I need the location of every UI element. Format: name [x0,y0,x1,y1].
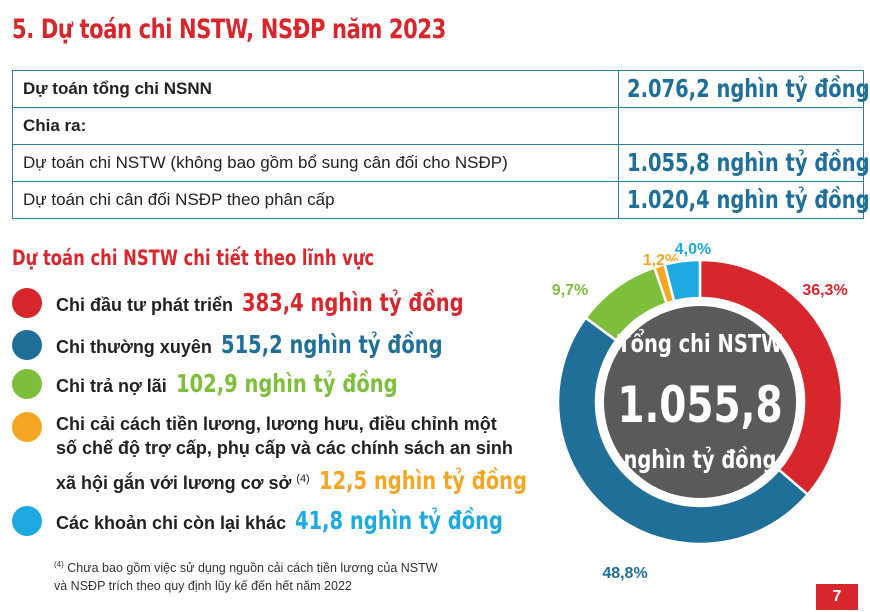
legend-dot-investment [12,288,42,318]
total-spending-label: Dự toán tổng chi NSNN [12,70,619,108]
legend-dot-recurrent [12,330,42,360]
center-text: Tổng chi NSTW [617,327,783,358]
legend-label: Các khoản chi còn lại khác [56,513,287,533]
legend-label: Chi đầu tư phát triển [56,295,234,315]
table-row: Dự toán chi NSTW (không bao gồm bổ sung … [12,144,870,182]
footnote-ref: (4) [296,473,310,485]
legend-value: 515,2 nghìn tỷ đồng [220,330,443,359]
legend-dot-interest [12,369,42,399]
slice-label: 9,7% [552,282,588,299]
legend-value: 383,4 nghìn tỷ đồng [242,288,464,317]
donut-slice [556,316,810,546]
legend-value: 41,8 nghìn tỷ đồng [295,506,504,535]
slice-label: 36,3% [802,282,847,299]
local-spending-value: 1.020,4 nghìn tỷ đồng [627,185,870,214]
summary-table: Dự toán tổng chi NSNN 2.076,2 nghìn tỷ đ… [12,70,870,219]
center-text: nghìn tỷ đồng [623,445,776,475]
center-text: 1.055,8 [617,375,782,434]
page-number: 7 [816,584,858,610]
footnote: (4) Chưa bao gồm việc sử dụng nguồn cải … [54,556,438,595]
legend-value: 102,9 nghìn tỷ đồng [175,369,398,398]
total-spending-value: 2.076,2 nghìn tỷ đồng [627,74,870,103]
legend-label: xã hội gắn với lương cơ sở [56,473,292,493]
footnote-mark: (4) [54,560,64,569]
slice-label: 48,8% [602,565,647,582]
donut-slice [698,258,844,497]
table-row: Chia ra: [12,107,864,145]
footnote-line-2: và NSĐP trích theo quy định lũy kế đến h… [54,579,352,594]
donut-center [604,306,796,498]
central-spending-value: 1.055,8 nghìn tỷ đồng [627,148,870,177]
local-spending-label: Dự toán chi cân đối NSĐP theo phân cấp [12,181,619,219]
slice-label: 4,0% [675,241,711,258]
central-spending-label: Dự toán chi NSTW (không bao gồm bổ sung … [12,144,619,182]
footnote-line-1: Chưa bao gồm việc sử dụng nguồn cải cách… [67,561,438,576]
legend-label: Chi thường xuyên [56,337,212,357]
legend-dot-other [12,506,42,536]
legend-label: số chế độ trợ cấp, phụ cấp và các chính … [56,438,513,458]
detail-title: Dự toán chi NSTW chi tiết theo lĩnh vực [12,246,375,270]
breakdown-label: Chia ra: [12,107,619,145]
donut-slice [663,258,702,303]
legend-value: 12,5 nghìn tỷ đồng [318,466,527,495]
table-row: Dự toán tổng chi NSNN 2.076,2 nghìn tỷ đ… [12,70,870,108]
donut-chart: 36,3%48,8%9,7%1,2%4,0%Tổng chi NSTW1.055… [552,241,848,582]
page-title: 5. Dự toán chi NSTW, NSĐP năm 2023 [12,14,446,45]
legend-label: Chi cải cách tiền lương, lương hưu, điều… [56,414,497,434]
table-row: Dự toán chi cân đối NSĐP theo phân cấp 1… [12,181,870,219]
legend-label: Chi trả nợ lãi [56,376,167,396]
legend-dot-salary-reform [12,412,42,442]
